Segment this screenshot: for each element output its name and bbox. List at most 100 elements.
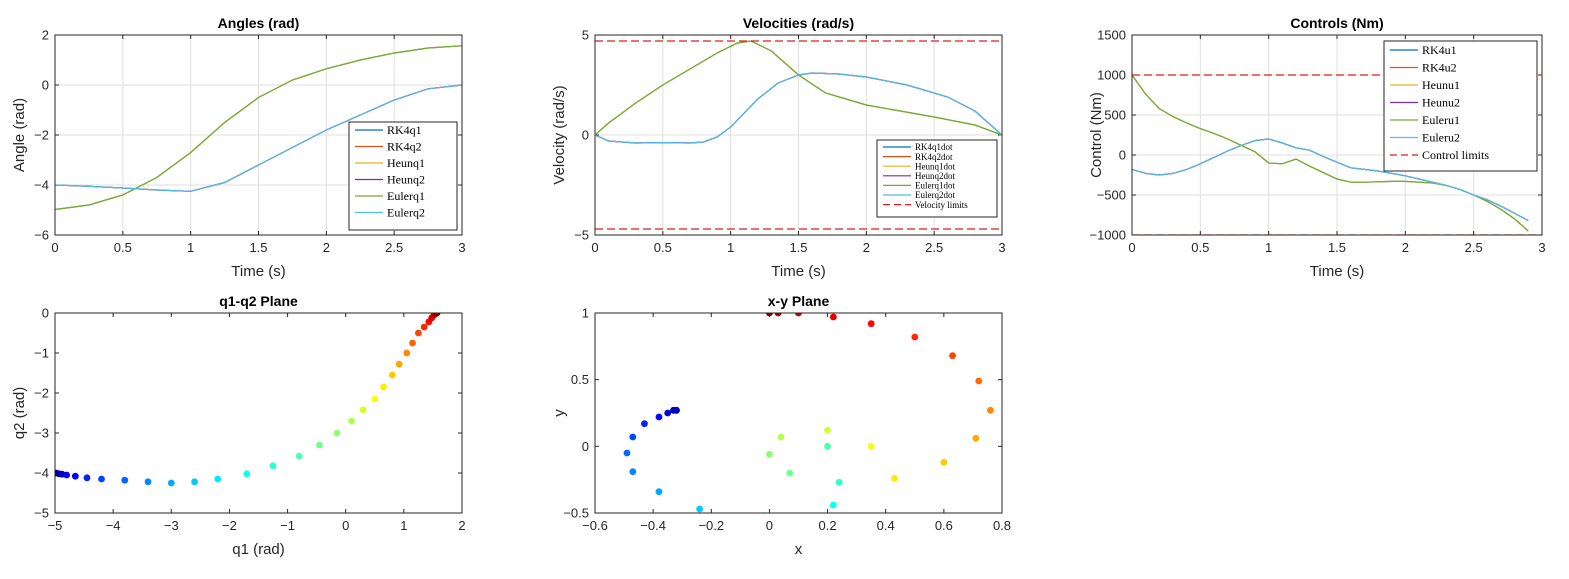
y-tick-label: 0 [582, 439, 589, 454]
y-axis-label: q2 (rad) [11, 387, 28, 440]
axes-frame [594, 34, 1003, 236]
legend-label: Velocity limits [915, 200, 968, 210]
x-axis-label: Time (s) [231, 263, 285, 280]
x-tick-label: 1 [727, 240, 734, 255]
x-tick-label: 1 [187, 240, 194, 255]
chart-title: Velocities (rad/s) [743, 15, 854, 31]
legend: RK4q1dotRK4q2dotHeunq1dotHeunq2dotEulerq… [876, 139, 998, 218]
x-tick-label: 1.5 [1328, 240, 1346, 255]
y-tick-label: −6 [34, 228, 49, 243]
scatter-point [414, 329, 422, 337]
chart-title: x-y Plane [768, 293, 830, 309]
legend-label: Eulerq1dot [915, 181, 955, 191]
y-tick-label: 0 [582, 128, 589, 143]
legend-label: RK4q1dot [915, 142, 953, 152]
scatter-point [214, 475, 222, 483]
legend: RK4q1 RK4q2 Heunq1 Heunq2 Eulerq1 Eulerq2 [348, 121, 458, 231]
chart-1: 0 0.5 1 1.5 2 2.5 3 −6 −4 −2 0 2 Angles (rad) Time (s… [11, 15, 466, 280]
chart-4: −5 −4 −3 −2 −1 0 1 2 −5 −4 −3 −2 −1 0 q1-q2 Plane q1 (r… [11, 293, 466, 558]
axes-frame [594, 312, 1003, 514]
scatter-point [295, 452, 303, 460]
scatter-point [121, 476, 129, 484]
legend-label: Eulerq1 [387, 189, 425, 203]
scatter-point [395, 360, 403, 368]
y-tick-label: 0 [42, 78, 49, 93]
scatter-point [623, 449, 631, 457]
x-tick-label: 1 [400, 518, 407, 533]
y-tick-label: 0 [42, 306, 49, 321]
y-tick-label: −5 [34, 506, 49, 521]
scatter-point [824, 442, 831, 450]
data-layer [55, 45, 462, 211]
series-line-euleru2 [1132, 138, 1529, 222]
x-tick-label: 0.5 [654, 240, 672, 255]
scatter-point [940, 458, 948, 466]
scatter-point [629, 433, 637, 441]
scatter-point [867, 320, 875, 328]
x-tick-label: 1.5 [249, 240, 267, 255]
y-tick-label: −1000 [1089, 228, 1126, 243]
x-tick-label: −2 [222, 518, 237, 533]
x-tick-label: 0.5 [1191, 240, 1209, 255]
x-tick-label: 2.5 [925, 240, 943, 255]
scatter-point [433, 313, 441, 317]
x-tick-label: −0.2 [698, 518, 724, 533]
x-tick-label: 2 [323, 240, 330, 255]
y-tick-label: −0.5 [563, 506, 589, 521]
data-layer [55, 313, 441, 487]
y-tick-label: 0 [1119, 148, 1126, 163]
legend-label: RK4u2 [1422, 61, 1457, 75]
x-axis-label: x [795, 541, 803, 558]
legend-label: Heunu2 [1422, 96, 1460, 110]
legend-label: Heunq2 [387, 173, 425, 187]
scatter-point [243, 470, 251, 478]
y-tick-label: 1500 [1097, 28, 1126, 43]
chart-5: −0.6 −0.4 −0.2 0 0.2 0.4 0.6 0.8 −0.5 0 0.5 1 x-y Pl… [551, 293, 1011, 558]
legend-label: Eulerq2 [387, 206, 425, 220]
y-tick-label: 5 [582, 28, 589, 43]
y-tick-label: −4 [34, 178, 49, 193]
y-axis-label: Control (Nm) [1088, 92, 1105, 178]
x-tick-label: 2.5 [1465, 240, 1483, 255]
x-tick-label: 2 [863, 240, 870, 255]
chart-3: 0 0.5 1 1.5 2 2.5 3 −1000 −500 0 500 1000 1500 Contro… [1088, 15, 1546, 280]
x-tick-label: −1 [280, 518, 295, 533]
scatter-point [71, 472, 79, 480]
scatter-point [829, 501, 837, 509]
scatter-point [655, 488, 663, 496]
chart-title: Controls (Nm) [1290, 15, 1383, 31]
x-tick-label: 0 [342, 518, 349, 533]
scatter-point [333, 429, 341, 437]
x-tick-label: −0.4 [640, 518, 666, 533]
x-tick-label: 1.5 [789, 240, 807, 255]
x-tick-label: 0.6 [935, 518, 953, 533]
series-line-eulerq2dot [595, 72, 1002, 144]
scatter-point [867, 442, 875, 450]
scatter-point [348, 417, 355, 425]
scatter-point [98, 475, 105, 483]
x-tick-label: −0.6 [582, 518, 608, 533]
scatter-point [972, 434, 980, 442]
scatter-point [403, 349, 411, 357]
scatter-point [829, 313, 837, 321]
scatter-point [664, 409, 672, 417]
x-axis-label: Time (s) [771, 263, 825, 280]
scatter-point [316, 441, 323, 449]
scatter-point [144, 478, 152, 486]
scatter-point [786, 469, 794, 477]
x-tick-label: 3 [1538, 240, 1545, 255]
scatter-point [949, 352, 956, 360]
scatter-point [795, 313, 802, 317]
scatter-point [409, 339, 416, 347]
x-tick-label: 3 [458, 240, 465, 255]
legend-label: Euleru2 [1422, 131, 1460, 145]
scatter-point [835, 478, 843, 486]
y-tick-label: −5 [574, 228, 589, 243]
scatter-point [629, 468, 637, 476]
scatter-point [766, 450, 773, 458]
legend-label: RK4q2dot [915, 152, 953, 162]
scatter-point [63, 471, 71, 479]
legend-label: Heunq1dot [915, 161, 955, 171]
y-tick-label: −1 [34, 346, 49, 361]
